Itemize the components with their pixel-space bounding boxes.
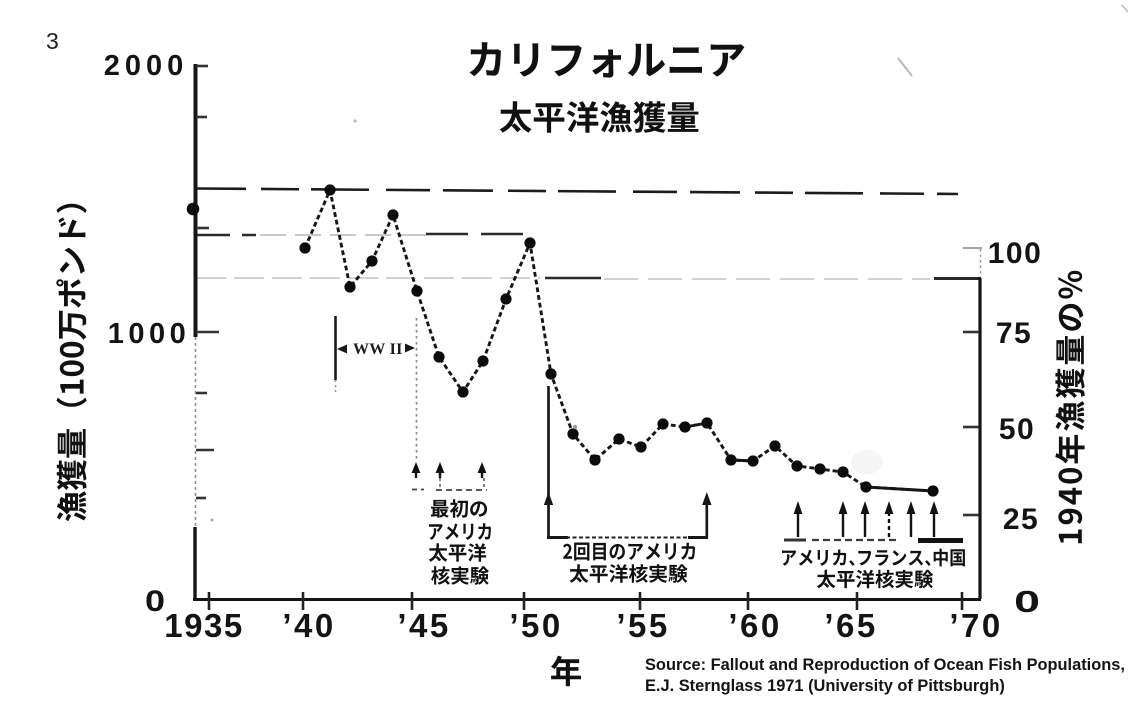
svg-text:WW II: WW II: [353, 341, 403, 358]
svg-text:’45: ’45: [397, 607, 450, 644]
svg-text:3: 3: [46, 28, 59, 54]
svg-text:0: 0: [1014, 585, 1040, 620]
svg-text:0: 0: [145, 585, 165, 618]
svg-text:’60: ’60: [728, 607, 781, 644]
svg-text:’65: ’65: [824, 607, 877, 644]
svg-text:100: 100: [988, 237, 1043, 270]
svg-text:1000: 1000: [108, 318, 191, 350]
svg-text:’55: ’55: [616, 607, 669, 644]
svg-text:50: 50: [999, 413, 1035, 446]
svg-text:2000: 2000: [104, 50, 189, 82]
svg-text:25: 25: [1003, 503, 1039, 536]
svg-text:E.J. Sternglass 1971 (Universi: E.J. Sternglass 1971 (University of Pitt…: [645, 677, 1005, 695]
svg-text:75: 75: [996, 317, 1032, 350]
svg-text:’40: ’40: [282, 607, 335, 644]
svg-text:1935: 1935: [164, 607, 243, 644]
svg-text:Source: Fallout and Reproducti: Source: Fallout and Reproduction of Ocea…: [645, 656, 1125, 674]
svg-text:’70: ’70: [949, 607, 1002, 644]
svg-text:’50: ’50: [509, 607, 562, 644]
